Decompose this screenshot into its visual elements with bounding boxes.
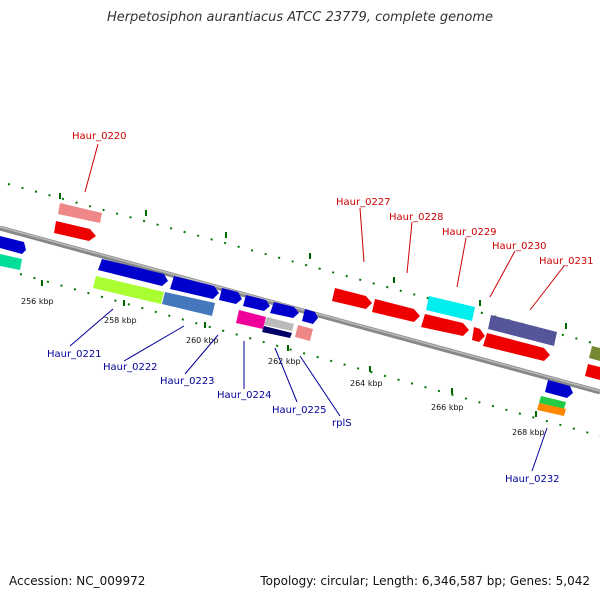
gene-label: Haur_0228 — [389, 212, 444, 223]
gene-feature — [0, 254, 22, 270]
scale-label: 260 kbp — [186, 336, 219, 345]
scale-label: 266 kbp — [431, 403, 464, 412]
gene-feature — [0, 236, 26, 254]
gene-feature — [236, 310, 266, 329]
gene-feature — [243, 295, 270, 311]
gene-feature — [302, 309, 318, 324]
scale-label: 262 kbp — [268, 357, 301, 366]
gene-feature — [170, 276, 219, 299]
gene-feature — [295, 325, 313, 341]
leader-line — [406, 221, 413, 274]
leader-line — [489, 250, 516, 298]
gene-label: Haur_0220 — [72, 131, 127, 142]
gene-feature — [54, 221, 96, 241]
gene-feature — [589, 346, 600, 361]
scale-label: 256 kbp — [21, 297, 54, 306]
map-title: Herpetosiphon aurantiacus ATCC 23779, co… — [106, 10, 494, 25]
leader-line — [299, 355, 341, 417]
gene-feature — [585, 364, 600, 380]
gene-label: Haur_0224 — [217, 390, 272, 401]
gene-features[interactable] — [0, 203, 600, 416]
gene-feature — [93, 276, 164, 304]
tick-marks — [41, 193, 567, 417]
gene-feature — [488, 315, 557, 346]
gene-feature — [472, 327, 485, 342]
gene-label: Haur_0230 — [492, 241, 547, 252]
scale-label: 264 kbp — [350, 379, 383, 388]
leader-line — [359, 207, 365, 263]
scale-label: 258 kbp — [104, 316, 137, 325]
leader-line — [274, 347, 298, 403]
gene-feature — [426, 296, 475, 321]
gene-label: Haur_0222 — [103, 362, 158, 373]
gene-label: Haur_0227 — [336, 197, 391, 208]
gene-label: Haur_0225 — [272, 405, 327, 416]
scale-label: 268 kbp — [512, 428, 545, 437]
genome-stats-text: Topology: circular; Length: 6,346,587 bp… — [260, 574, 590, 588]
leader-line — [69, 308, 114, 347]
gene-feature — [264, 317, 294, 331]
gene-label: rplS — [332, 418, 352, 429]
gene-feature — [262, 326, 292, 338]
genome-backbone — [0, 225, 600, 395]
leader-line — [84, 143, 99, 193]
leader-line — [529, 265, 565, 311]
leader-line — [184, 334, 219, 375]
gene-feature — [421, 314, 469, 336]
gene-feature — [58, 203, 102, 223]
gene-feature — [372, 299, 420, 322]
gene-feature — [332, 288, 372, 309]
leader-line — [456, 237, 467, 288]
gene-feature — [539, 396, 566, 409]
accession-text: Accession: NC_009972 — [9, 574, 146, 588]
gene-feature — [545, 380, 573, 398]
gene-feature — [483, 333, 550, 361]
leader-line — [531, 427, 548, 472]
gene-feature — [537, 403, 566, 416]
leader-line — [123, 325, 185, 362]
gene-feature — [270, 302, 299, 318]
gene-feature — [162, 292, 215, 316]
gene-feature — [98, 259, 168, 286]
gene-label: Haur_0231 — [539, 256, 594, 267]
gene-label: Haur_0229 — [442, 227, 497, 238]
gene-label: Haur_0221 — [47, 349, 102, 360]
gene-label: Haur_0223 — [160, 376, 215, 387]
gene-feature — [219, 288, 242, 304]
gene-label: Haur_0232 — [505, 474, 560, 485]
